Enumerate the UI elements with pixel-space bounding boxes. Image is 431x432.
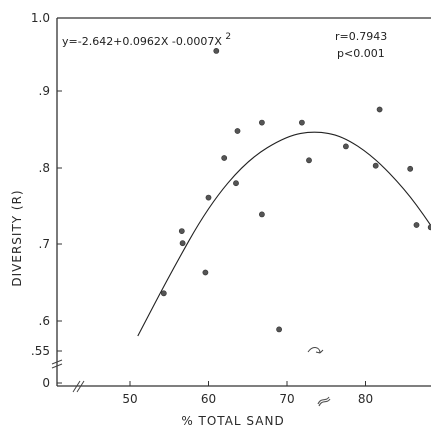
y-tick-label: 1.0 — [31, 11, 50, 25]
y-tick-label: .9 — [39, 84, 50, 98]
data-point — [179, 240, 186, 247]
data-point — [342, 143, 349, 150]
x-axis-break-mark-2 — [317, 396, 331, 407]
y-tick-label: .6 — [39, 314, 50, 328]
data-point — [221, 155, 228, 161]
regression-curve — [137, 131, 431, 337]
data-point — [372, 162, 379, 169]
data-point — [276, 326, 282, 333]
y-tick-label: .8 — [39, 161, 50, 175]
data-point — [213, 48, 220, 54]
x-tick-label: 80 — [358, 392, 373, 406]
data-point — [178, 228, 185, 234]
y-axis-ticks: 0 .55 .6 .7 .8 .9 1.0 — [31, 11, 62, 390]
data-point — [258, 119, 265, 126]
data-point — [407, 165, 414, 172]
x-tick-label: 70 — [279, 392, 294, 406]
data-point — [306, 157, 312, 164]
p-value-label: p<0.001 — [337, 47, 385, 60]
data-point — [205, 194, 212, 201]
y-axis-title: DIVERSITY (R) — [10, 189, 24, 286]
x-tick-label: 50 — [122, 392, 137, 406]
data-point — [202, 269, 209, 276]
data-point — [413, 222, 420, 228]
y-tick-label: .55 — [31, 344, 50, 358]
y-tick-label: 0 — [42, 376, 50, 390]
data-point — [298, 119, 305, 126]
x-axis-title: % TOTAL SAND — [181, 414, 284, 428]
data-point — [376, 106, 383, 113]
data-points — [160, 48, 431, 333]
data-point — [160, 290, 167, 297]
annotation-squiggle — [307, 347, 324, 354]
y-axis-break-mark — [51, 359, 63, 369]
data-point — [233, 180, 239, 187]
x-axis-break-mark — [72, 380, 85, 393]
equation-label: y=-2.642+0.0962X -0.0007X 2 — [62, 32, 231, 48]
x-tick-label: 60 — [201, 392, 216, 406]
data-point — [258, 211, 265, 218]
y-tick-label: .7 — [39, 237, 50, 251]
r-value-label: r=0.7943 — [335, 30, 387, 43]
x-axis-ticks: 5060708090 — [122, 381, 373, 406]
data-point — [234, 128, 241, 134]
